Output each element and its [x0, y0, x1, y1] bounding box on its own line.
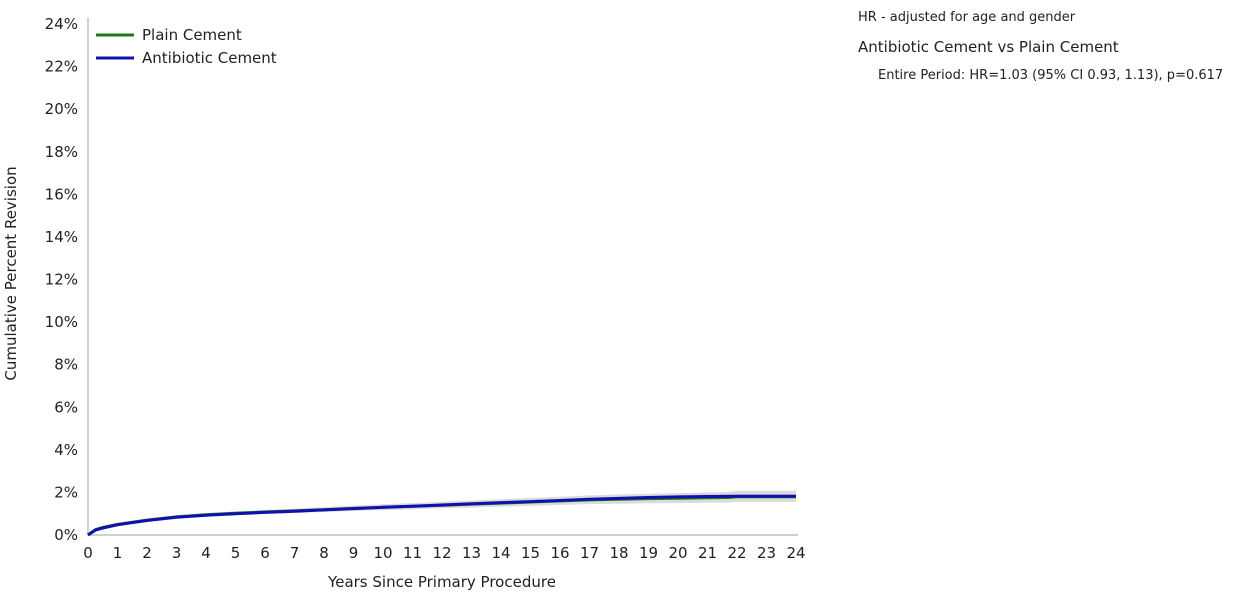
y-tick-label: 14% [45, 228, 78, 246]
x-tick-label: 6 [260, 544, 270, 562]
y-tick-label: 4% [54, 441, 78, 459]
y-tick-label: 6% [54, 398, 78, 416]
x-tick-label: 18 [609, 544, 628, 562]
x-tick-label: 24 [786, 544, 805, 562]
x-axis-title: Years Since Primary Procedure [327, 573, 556, 591]
x-tick-label: 22 [727, 544, 746, 562]
y-axis-title: Cumulative Percent Revision [2, 166, 20, 380]
x-tick-label: 19 [639, 544, 658, 562]
x-tick-label: 20 [668, 544, 687, 562]
x-tick-label: 3 [172, 544, 182, 562]
annotation-comparison: Antibiotic Cement vs Plain Cement [858, 38, 1119, 56]
legend-label-1: Plain Cement [142, 26, 242, 44]
y-tick-label: 12% [45, 271, 78, 289]
y-tick-label: 24% [45, 15, 78, 33]
series-line-2 [87, 494, 796, 537]
y-tick-label: 10% [45, 313, 78, 331]
x-tick-label: 17 [580, 544, 599, 562]
x-tick-label: 2 [142, 544, 152, 562]
ci-band-1 [88, 490, 796, 535]
y-tick-label: 8% [54, 356, 78, 374]
annotation-hr-result: Entire Period: HR=1.03 (95% CI 0.93, 1.1… [878, 68, 1224, 83]
y-tick-label: 2% [54, 483, 78, 501]
axes [87, 18, 798, 536]
x-tick-label: 9 [349, 544, 359, 562]
x-tick-label: 1 [113, 544, 123, 562]
legend: Plain Cement Antibiotic Cement [96, 26, 277, 67]
x-tick-label: 15 [521, 544, 540, 562]
x-tick-label: 0 [83, 544, 93, 562]
series-lines [87, 494, 796, 537]
x-tick-label: 8 [319, 544, 329, 562]
y-tick-labels: 0% 2% 4% 6% 8% 10% 12% 14% 16% 18% 20% 22% 24% [45, 15, 78, 544]
y-tick-label: 16% [45, 185, 78, 203]
x-tick-label: 4 [201, 544, 211, 562]
x-tick-label: 11 [403, 544, 422, 562]
legend-label-2: Antibiotic Cement [142, 49, 277, 67]
x-tick-label: 7 [290, 544, 300, 562]
y-tick-label: 20% [45, 100, 78, 118]
x-tick-label: 21 [698, 544, 717, 562]
x-tick-label: 23 [757, 544, 776, 562]
x-tick-label: 16 [550, 544, 569, 562]
y-tick-label: 22% [45, 58, 78, 76]
y-tick-label: 18% [45, 143, 78, 161]
annotation-hr-note: HR - adjusted for age and gender [858, 10, 1076, 25]
x-tick-label: 12 [432, 544, 451, 562]
x-tick-label: 5 [231, 544, 241, 562]
x-tick-label: 13 [462, 544, 481, 562]
y-tick-label: 0% [54, 526, 78, 544]
x-tick-label: 10 [373, 544, 392, 562]
x-tick-label: 14 [491, 544, 510, 562]
x-tick-labels: 0 1 2 3 4 5 6 7 8 9 10 11 12 13 14 15 16 17 18 19 20 21 22 23 24 [83, 544, 805, 562]
